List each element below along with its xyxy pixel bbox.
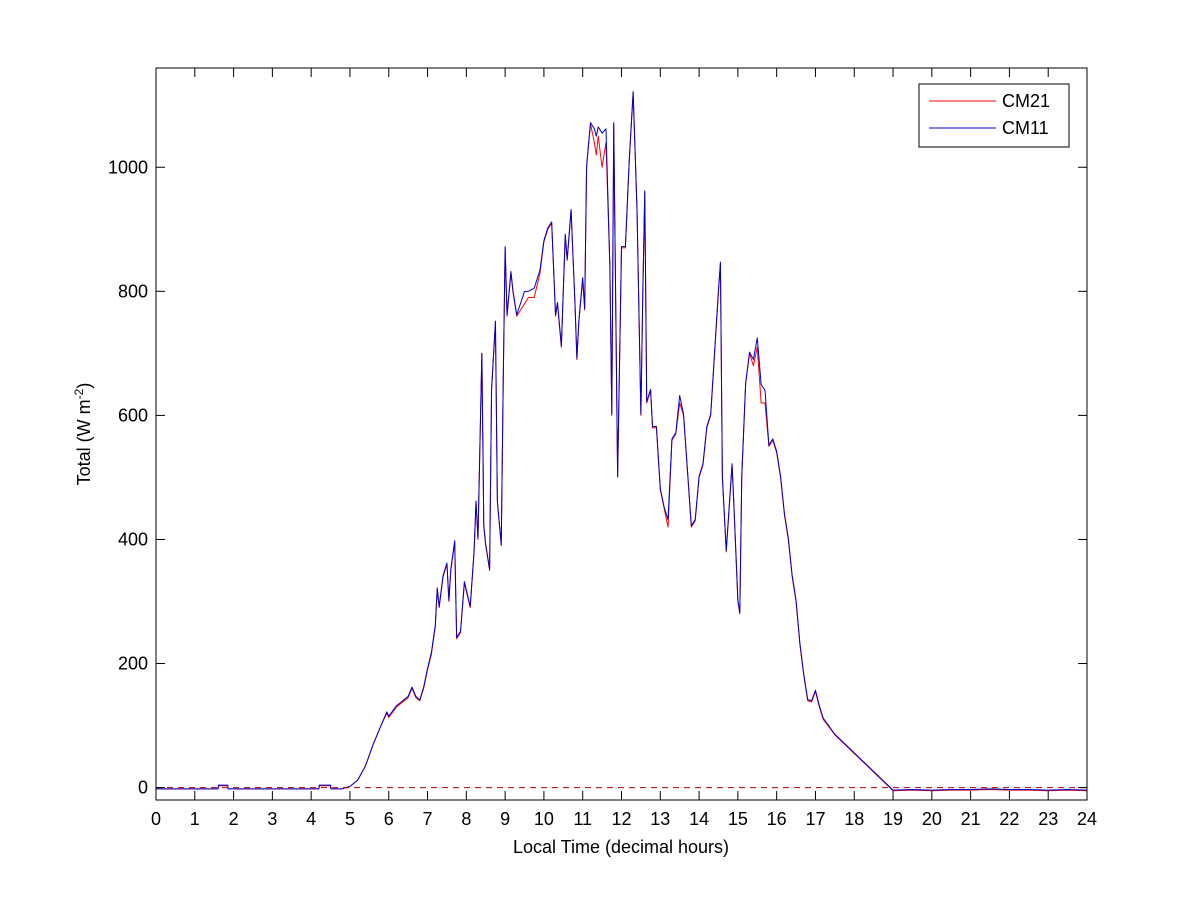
legend-label-cm21: CM21 xyxy=(1002,91,1050,111)
y-tick-label: 400 xyxy=(118,529,148,549)
plot-background xyxy=(156,68,1087,800)
x-tick-label: 17 xyxy=(805,809,825,829)
x-tick-label: 4 xyxy=(306,809,316,829)
x-tick-label: 6 xyxy=(384,809,394,829)
y-axis-label-main: Total (W m xyxy=(74,399,94,485)
legend-label-cm11: CM11 xyxy=(1002,118,1049,138)
legend: CM21 CM11 xyxy=(918,83,1070,148)
y-axis-ticks: 0 200 400 600 800 1000 xyxy=(108,157,1087,798)
y-axis-label: Total (W m-2) xyxy=(72,383,94,486)
x-tick-label: 22 xyxy=(999,809,1019,829)
y-tick-label: 0 xyxy=(138,778,148,798)
x-tick-label: 23 xyxy=(1038,809,1058,829)
series-line-cm11 xyxy=(156,91,1088,791)
y-tick-label: 800 xyxy=(118,281,148,301)
x-axis-label: Local Time (decimal hours) xyxy=(513,837,729,857)
y-axis-label-close: ) xyxy=(74,383,94,389)
x-tick-label: 21 xyxy=(961,809,981,829)
x-tick-label: 13 xyxy=(650,809,670,829)
x-tick-label: 1 xyxy=(190,809,200,829)
x-tick-label: 20 xyxy=(922,809,942,829)
x-tick-label: 18 xyxy=(844,809,864,829)
plot-area xyxy=(156,68,1088,800)
x-tick-label: 8 xyxy=(461,809,471,829)
x-tick-label: 16 xyxy=(767,809,787,829)
x-tick-label: 12 xyxy=(611,809,631,829)
x-tick-label: 14 xyxy=(689,809,709,829)
x-tick-label: 5 xyxy=(345,809,355,829)
x-tick-label: 15 xyxy=(728,809,748,829)
legend-box xyxy=(918,83,1070,148)
x-tick-label: 11 xyxy=(573,809,592,829)
x-tick-label: 9 xyxy=(500,809,510,829)
y-tick-label: 600 xyxy=(118,405,148,425)
x-tick-label: 10 xyxy=(534,809,554,829)
x-tick-label: 3 xyxy=(267,809,277,829)
x-tick-label: 24 xyxy=(1077,809,1097,829)
x-axis-ticks: 0 1 2 3 4 5 6 7 8 9 10 11 12 13 14 15 16 17 18 19 20 21 22 23 24 xyxy=(151,68,1097,829)
y-tick-label: 200 xyxy=(118,654,148,674)
x-tick-label: 19 xyxy=(883,809,903,829)
y-axis-label-superscript: -2 xyxy=(72,388,86,399)
x-tick-label: 7 xyxy=(423,809,433,829)
series-layer xyxy=(156,91,1088,792)
y-tick-label: 1000 xyxy=(108,157,148,177)
x-tick-label: 2 xyxy=(229,809,239,829)
x-tick-label: 0 xyxy=(151,809,161,829)
